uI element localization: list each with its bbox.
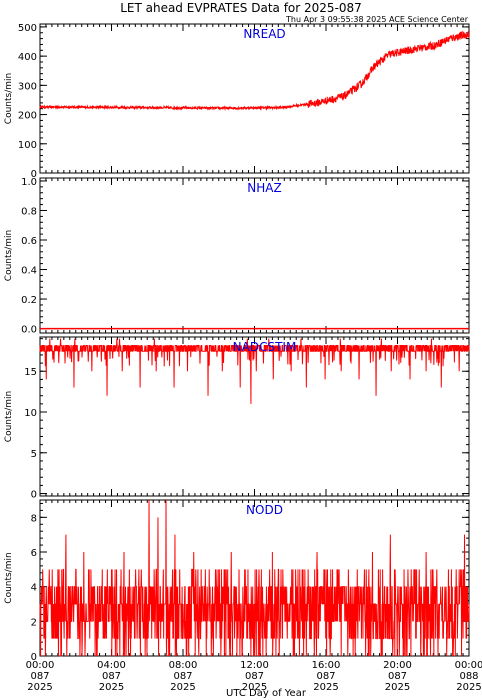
y-tick-label: 8	[31, 513, 37, 524]
x-tick-label: 00:00	[26, 660, 55, 671]
y-tick-label: 4	[31, 583, 37, 594]
x-tick-label: 087	[388, 671, 407, 682]
x-tick-label: 087	[245, 671, 264, 682]
y-axis-label: Counts/min	[4, 552, 14, 603]
x-axis-label: UTC Day of Year	[226, 688, 307, 699]
x-tick-label: 16:00	[312, 660, 341, 671]
y-tick-label: 2	[31, 617, 37, 628]
series-line	[39, 30, 470, 112]
y-axis-label: Counts/min	[4, 391, 14, 442]
figure-title: LET ahead EVPRATES Data for 2025-087	[120, 1, 362, 15]
y-axis-label: Counts/min	[4, 73, 14, 124]
y-tick-label: 0.4	[21, 266, 37, 277]
panels: 0100200300400500Counts/minNREAD0.00.20.4…	[4, 23, 482, 693]
x-tick-label: 2025	[385, 682, 410, 693]
y-tick-label: 300	[18, 81, 37, 92]
y-axis-label: Counts/min	[4, 230, 14, 281]
series-name-label: NHAZ	[247, 181, 281, 195]
y-tick-label: 100	[18, 140, 37, 151]
x-tick-label: 2025	[99, 682, 124, 693]
x-tick-label: 2025	[27, 682, 52, 693]
y-tick-label: 6	[31, 548, 37, 559]
series-line	[39, 338, 470, 404]
y-tick-label: 10	[24, 408, 37, 419]
figure-subtitle: Thu Apr 3 09:55:38 2025 ACE Science Cent…	[285, 15, 469, 24]
y-tick-label: 0.2	[21, 295, 37, 306]
x-tick-label: 2025	[170, 682, 195, 693]
y-tick-label: 1.0	[21, 177, 37, 188]
y-tick-label: 200	[18, 111, 37, 122]
y-tick-label: 0.8	[21, 206, 37, 217]
x-tick-label: 12:00	[240, 660, 269, 671]
y-tick-label: 0.6	[21, 236, 37, 247]
y-tick-label: 15	[24, 367, 37, 378]
x-tick-label: 2025	[313, 682, 338, 693]
panel-frame	[39, 177, 470, 334]
x-tick-label: 087	[316, 671, 335, 682]
y-tick-label: 400	[18, 52, 37, 63]
panel-nread: 0 100 200 300 400 500 Counts/min NREAD	[4, 23, 470, 180]
series-name-label: NREAD	[243, 27, 285, 41]
x-tick-label: 20:00	[383, 660, 412, 671]
panel-frame	[39, 336, 470, 497]
panel-nhaz: 0.0 0.2 0.4 0.6 0.8 1.0 Counts/min NHAZ	[4, 177, 470, 336]
panel-nadcstim: 0 5 10 15 Counts/min NADCSTIM	[4, 336, 470, 501]
x-tick-label: 08:00	[169, 660, 198, 671]
x-tick-label: 087	[30, 671, 49, 682]
y-tick-label: 0	[31, 169, 37, 180]
y-tick-label: 5	[31, 449, 37, 460]
x-tick-label: 04:00	[97, 660, 126, 671]
y-tick-label: 500	[18, 23, 37, 34]
x-tick-label: 2025	[456, 682, 481, 693]
y-tick-label: 0	[31, 490, 37, 501]
x-tick-label: 088	[459, 671, 478, 682]
series-name-label: NODD	[246, 503, 283, 517]
series-name-label: NADCSTIM	[233, 340, 297, 354]
series-line	[39, 499, 470, 657]
x-tick-label: 00:00	[455, 660, 482, 671]
panel-nodd: 02468Counts/minNODD00:00087202504:000872…	[4, 499, 482, 693]
panel-frame	[39, 23, 470, 174]
x-tick-label: 2025	[242, 682, 267, 693]
y-tick-label: 0.0	[21, 325, 37, 336]
y-tick-label: 0	[31, 652, 37, 663]
x-tick-label: 087	[173, 671, 192, 682]
x-tick-label: 087	[102, 671, 121, 682]
